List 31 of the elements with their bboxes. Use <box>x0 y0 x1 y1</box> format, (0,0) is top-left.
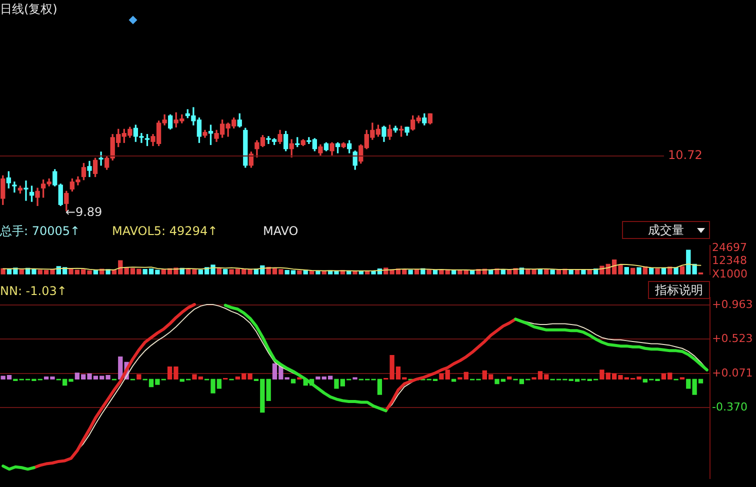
y-tick-label: +0.071 <box>712 366 753 380</box>
candlestick <box>98 152 104 166</box>
bar <box>550 270 555 274</box>
text: 指标说明 <box>655 283 703 297</box>
bar <box>297 270 302 274</box>
bar <box>507 376 512 380</box>
text: 10.72 <box>668 148 702 162</box>
bar <box>136 374 142 380</box>
bar <box>451 378 456 382</box>
bar <box>636 267 642 274</box>
y-tick-label: X1000 <box>712 267 748 280</box>
bar <box>655 268 660 274</box>
bar <box>680 266 685 274</box>
text: 成交量 <box>648 223 684 237</box>
text: 总手: 70005↑ <box>0 224 80 238</box>
y-tick-label: +0.523 <box>712 332 753 345</box>
text: MAVO <box>263 224 298 238</box>
bar <box>624 267 629 274</box>
y-tick-label: +0.963 <box>712 298 753 311</box>
bar <box>408 270 413 274</box>
y-tick-label: 24697 <box>712 240 747 254</box>
text: MAVOL5: 49294↑ <box>112 224 218 238</box>
bar <box>316 270 320 274</box>
candlestick <box>24 180 28 201</box>
candlestick <box>12 182 17 193</box>
chart-title: 日线(复权) <box>0 1 58 18</box>
y-tick-label: -0.370 <box>712 400 748 414</box>
bar <box>290 378 296 384</box>
annotation: ←9.89 <box>65 204 102 219</box>
y-tick-label: 12348 <box>712 254 747 268</box>
annotation: NN: -1.03↑ <box>0 284 67 298</box>
